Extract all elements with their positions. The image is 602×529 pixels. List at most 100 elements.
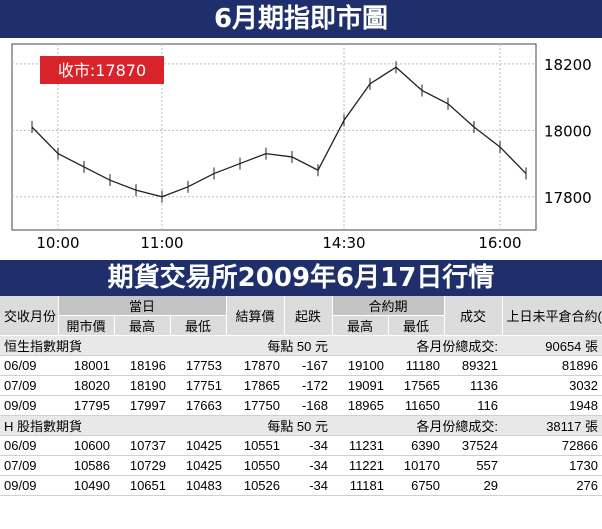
low-header: 最低 (170, 315, 227, 336)
section-row: H 股指數期貨 每點 50 元各月份總成交: 38117 張 (0, 415, 602, 436)
value-cell: 18020 (58, 375, 114, 396)
oi-header: 上日未平倉合約(張) (502, 296, 602, 336)
value-cell: -172 (284, 375, 332, 396)
value-cell: 11231 (332, 435, 388, 456)
change-header: 起跌 (284, 296, 333, 336)
table-row: 09/09 10490 10651 10483 10526 -34 11181 6750 29 2… (0, 475, 602, 496)
x-tick-label: 16:00 (478, 234, 521, 252)
value-cell: 10425 (170, 435, 226, 456)
value-cell: 10600 (58, 435, 114, 456)
close-tag: 收市:17870 (58, 61, 146, 80)
price-line (31, 66, 527, 198)
month-cell: 06/09 (0, 435, 58, 456)
x-tick-label: 11:00 (140, 234, 183, 252)
value-cell: 18196 (114, 355, 170, 376)
value-cell: 17870 (226, 355, 284, 376)
y-axis-labels: 18200 18000 17800 (544, 56, 592, 207)
month-cell: 07/09 (0, 375, 58, 396)
value-cell: 37524 (444, 435, 503, 456)
value-cell: 10170 (388, 455, 445, 476)
value-cell: 10526 (226, 475, 284, 496)
value-cell: 10551 (226, 435, 284, 456)
value-cell: -167 (284, 355, 332, 376)
table-row: 07/09 18020 18190 17751 17865 -172 19091 17565 1… (0, 375, 602, 396)
month-cell: 09/09 (0, 475, 58, 496)
value-cell: 11221 (332, 455, 388, 476)
intraday-chart: 18200 18000 17800 10:00 11:00 14:30 16:00 收市:… (0, 38, 602, 260)
value-cell: 17565 (388, 375, 445, 396)
value-cell: 18965 (332, 395, 388, 416)
value-cell: -34 (284, 435, 332, 456)
value-cell: 17663 (170, 395, 226, 416)
value-cell: 276 (502, 475, 602, 496)
value-cell: 18190 (114, 375, 170, 396)
value-cell: 3032 (502, 375, 602, 396)
high-header: 最高 (114, 315, 171, 336)
futures-table: 交收月份 當日 結算價 起跌 合約期 成交 上日未平倉合約(張) 開市價 最高 … (0, 296, 602, 496)
value-cell: 17865 (226, 375, 284, 396)
value-cell: 19100 (332, 355, 388, 376)
price-series (31, 61, 527, 203)
open-header: 開市價 (58, 315, 115, 336)
chart-title: 6月期指即市圖 (0, 0, 602, 38)
value-cell: 6390 (388, 435, 445, 456)
value-cell: 81896 (502, 355, 602, 376)
contract-high-header: 最高 (332, 315, 389, 336)
month-cell: 09/09 (0, 395, 58, 416)
value-cell: -168 (284, 395, 332, 416)
value-cell: 11181 (332, 475, 388, 496)
value-cell: -34 (284, 475, 332, 496)
section-unit: 每點 50 元 (226, 415, 332, 436)
x-tick-label: 14:30 (322, 234, 365, 252)
y-tick-label: 18200 (544, 56, 592, 74)
value-cell: 10550 (226, 455, 284, 476)
table-row: 09/09 17795 17997 17663 17750 -168 18965 11650 1… (0, 395, 602, 416)
table-row: 07/09 10586 10729 10425 10550 -34 11221 10170 55… (0, 455, 602, 476)
value-cell: 10490 (58, 475, 114, 496)
value-cell: 17795 (58, 395, 114, 416)
value-cell: 1948 (502, 395, 602, 416)
value-cell: 10586 (58, 455, 114, 476)
month-cell: 07/09 (0, 455, 58, 476)
table-title: 期貨交易所2009年6月17日行情 (0, 260, 602, 296)
value-cell: 17997 (114, 395, 170, 416)
value-cell: 10729 (114, 455, 170, 476)
chart-svg: 18200 18000 17800 10:00 11:00 14:30 16:00 收市:… (11, 43, 592, 252)
value-cell: 17753 (170, 355, 226, 376)
value-cell: 557 (444, 455, 503, 476)
value-cell: 10425 (170, 455, 226, 476)
settle-header: 結算價 (226, 296, 285, 336)
value-cell: 11180 (388, 355, 445, 376)
value-cell: 17750 (226, 395, 284, 416)
x-axis-labels: 10:00 11:00 14:30 16:00 (36, 234, 521, 252)
value-cell: 19091 (332, 375, 388, 396)
month-cell: 06/09 (0, 355, 58, 376)
table-body: 恒生指數期貨 每點 50 元各月份總成交: 90654 張 06/09 18001 181… (0, 335, 602, 496)
table-row: 06/09 18001 18196 17753 17870 -167 19100 11180 8… (0, 355, 602, 376)
value-cell: 6750 (388, 475, 445, 496)
value-cell: 1730 (502, 455, 602, 476)
section-total: 90654 張 (502, 335, 602, 356)
value-cell: 17751 (170, 375, 226, 396)
value-cell: 89321 (444, 355, 503, 376)
section-row: 恒生指數期貨 每點 50 元各月份總成交: 90654 張 (0, 335, 602, 356)
contract-header: 合約期 (332, 296, 445, 316)
day-header: 當日 (58, 296, 227, 316)
section-unit: 每點 50 元 (226, 335, 332, 356)
contract-low-header: 最低 (388, 315, 445, 336)
value-cell: 18001 (58, 355, 114, 376)
section-name: 恒生指數期貨 (0, 335, 226, 356)
close-tag-box (40, 56, 164, 84)
value-cell: 116 (444, 395, 503, 416)
table-row: 06/09 10600 10737 10425 10551 -34 11231 6390 375… (0, 435, 602, 456)
value-cell: -34 (284, 455, 332, 476)
value-cell: 10737 (114, 435, 170, 456)
month-header: 交收月份 (0, 296, 59, 336)
section-name: H 股指數期貨 (0, 415, 226, 436)
section-total: 38117 張 (502, 415, 602, 436)
value-cell: 72866 (502, 435, 602, 456)
y-tick-label: 17800 (544, 189, 592, 207)
value-cell: 10651 (114, 475, 170, 496)
section-total-label: 各月份總成交: (332, 335, 503, 356)
x-tick-label: 10:00 (36, 234, 79, 252)
